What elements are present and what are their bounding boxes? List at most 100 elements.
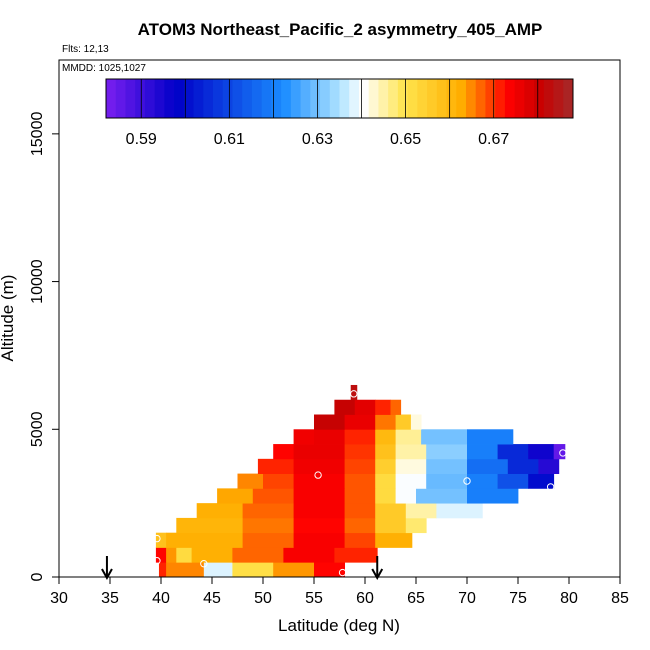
colorbar-tick-label: 0.67 [478,131,509,148]
heatmap-cell [354,399,376,415]
x-tick-label: 55 [305,590,323,607]
colorbar-swatch [154,79,165,118]
sample-point [350,390,358,398]
heatmap-cell [405,503,437,519]
colorbar-swatch [388,79,399,118]
sample-point [314,471,322,479]
colorbar-swatch [485,79,496,118]
sample-points [153,390,567,577]
heatmap-cell [203,562,233,578]
colorbar-swatch [368,79,379,118]
heatmap-cell [273,444,294,460]
sample-point [153,534,161,543]
colorbar-swatch [164,79,175,118]
arrow-markers [101,556,384,581]
heatmap-cell [263,473,294,489]
heatmap-cell [375,532,413,548]
down-arrow [371,556,384,581]
heatmap-cell [426,444,468,460]
heatmap-cell [232,547,284,563]
colorbar-swatch [300,79,311,118]
x-tick-label: 85 [611,590,629,607]
colorbar-ticks: 0.59 0.61 0.63 0.65 0.67 [126,131,510,148]
heatmap-cell [375,458,396,474]
heatmap-cell [421,429,468,445]
sample-point [559,449,567,457]
colorbar-swatch [213,79,224,118]
colorbar-swatch [349,79,360,118]
heatmap-cell [252,488,294,504]
x-tick-label: 80 [560,590,578,607]
sample-point [463,477,471,485]
heatmap-cell [217,488,254,504]
sample-point [338,568,347,577]
colorbar-swatch [524,79,535,118]
colorbar-swatch [504,79,516,118]
heatmap-cell [344,444,376,460]
heatmap-cell [426,458,468,474]
down-arrow [101,556,113,581]
heatmap-cell [166,532,243,548]
colorbar-swatch [553,79,564,118]
colorbar-swatch [242,79,253,118]
chart-title: ATOM3 Northeast_Pacific_2 asymmetry_405_… [138,20,543,39]
y-axis-label: Altitude (m) [0,275,17,362]
heatmap-cell [334,399,356,415]
colorbar-swatch [310,79,321,118]
heatmap-cell [293,517,345,534]
heatmap-cell [538,458,560,474]
heatmap-cell [375,414,396,430]
heatmap-cell [257,458,294,474]
colorbar-swatch [115,79,126,118]
x-tick-label: 35 [101,590,119,607]
heatmap-cell [314,414,345,430]
heatmap-cell [375,444,396,460]
heatmap-cell [176,547,192,563]
colorbar-swatch [320,79,331,118]
colorbar-swatch [465,79,477,118]
heatmap-cell [416,488,468,504]
heatmap-cell [344,458,376,474]
colorbar-swatch [339,79,350,118]
arrow-head [101,568,113,581]
heatmap-cell [344,414,376,430]
colorbar-swatch [329,79,340,118]
colorbar-swatch [106,79,117,118]
heatmap-cell [242,532,294,548]
heatmap-cell [293,532,345,548]
colorbar-swatch [183,79,194,118]
colorbar-swatch [514,79,525,118]
x-tick-label: 65 [407,590,425,607]
colorbar-swatch [417,79,428,118]
heatmap-cell [467,488,519,504]
heatmap-cell [155,547,167,563]
y-axis: 0 5000 10000 15000 [29,112,60,581]
x-tick-label: 75 [509,590,527,607]
heatmap-cell [237,473,264,489]
x-tick-label: 60 [356,590,374,607]
colorbar-swatch [397,79,409,118]
colorbar-tick-label: 0.63 [302,131,333,148]
x-axis-label: Latitude (deg N) [278,616,400,635]
heatmap-cell [497,473,529,489]
colorbar-swatch [495,79,506,118]
heatmap-cell [395,458,427,474]
colorbar-swatch [222,79,233,118]
colorbar-swatch [436,79,447,118]
heatmap-cell [166,562,205,578]
colorbar-swatch [251,79,263,118]
x-tick-label: 45 [203,590,221,607]
heatmap-cell [467,473,498,489]
heatmap-cell [344,429,376,445]
colorbar-tick-label: 0.65 [390,131,421,148]
heatmap-cell [344,503,376,519]
colorbar-swatch [358,79,370,118]
heatmap-cell [426,473,468,489]
y-tick-label: 0 [29,572,46,581]
heatmap-cell [232,562,274,578]
colorbar-swatch [456,79,467,118]
heatmap-cell [242,503,294,519]
heatmap-cell [375,399,391,415]
heatmap-cell [293,444,345,460]
heatmap-cell [293,488,345,504]
